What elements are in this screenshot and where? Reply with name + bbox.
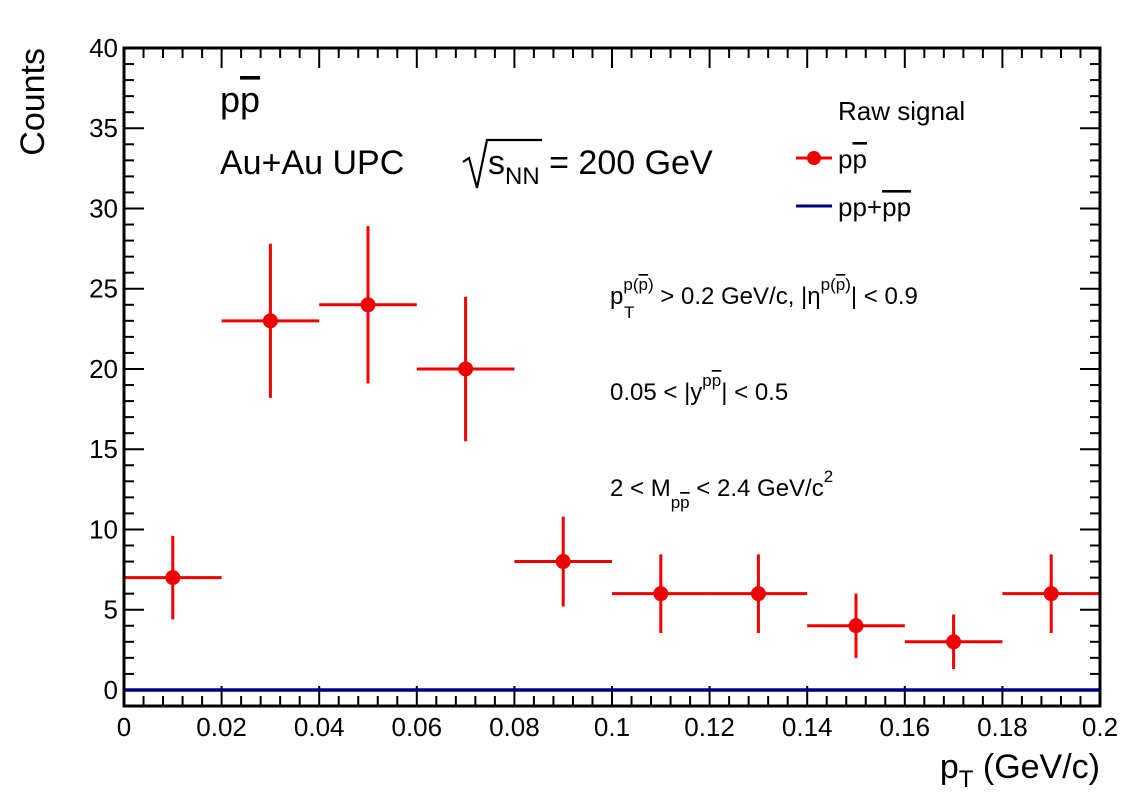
cut-mass: 2 < Mpp < 2.4 GeV/c2 — [610, 467, 833, 512]
plot-frame — [122, 46, 1102, 708]
cut-rapidity: 0.05 < |ypp| < 0.5 — [610, 371, 788, 406]
legend-label-ppbar: pp+pp — [838, 192, 911, 222]
x-tick-label: 0.08 — [489, 712, 540, 742]
y-tick-label: 15 — [89, 434, 118, 464]
data-point — [807, 593, 905, 658]
x-tick-label: 0.14 — [782, 712, 833, 742]
data-point — [709, 554, 808, 633]
cut-pt-eta: pp(p) > 0.2 GeV/c, |ηp(p)| < 0.9 — [610, 275, 918, 310]
tick-labels: 0 0.02 0.04 0.06 0.08 0.1 0.12 0.14 0.16 0.18 0.2 0… — [89, 33, 1118, 742]
svg-text:Au+Au UPC: Au+Au UPC — [220, 144, 404, 182]
x-tick-label: 0.2 — [1082, 712, 1118, 742]
x-tick-label: 0.06 — [391, 712, 442, 742]
y-tick-label: 30 — [89, 193, 118, 223]
data-point — [416, 296, 515, 442]
legend-title: Raw signal — [838, 96, 965, 126]
system-label: Au+Au UPC sNN = 200 GeV — [220, 138, 713, 190]
x-tick-label: 0.12 — [684, 712, 735, 742]
y-tick-label: 5 — [104, 595, 118, 625]
data-marker — [1043, 586, 1059, 602]
legend-label-pp: pp — [838, 144, 867, 174]
data-marks — [124, 226, 1100, 692]
data-point — [514, 516, 612, 607]
legend: Raw signal pp pp+pp — [796, 96, 965, 222]
data-marker — [555, 554, 571, 570]
data-marker — [848, 618, 864, 634]
y-tick-label: 25 — [89, 274, 118, 304]
data-point — [124, 535, 222, 620]
x-tick-label: 0.1 — [594, 712, 630, 742]
data-marker — [946, 634, 962, 650]
data-marker — [165, 570, 181, 586]
y-tick-label: 40 — [89, 33, 118, 63]
y-axis-label: Counts — [14, 48, 52, 156]
x-tick-label: 0.02 — [196, 712, 247, 742]
data-point — [612, 554, 710, 633]
svg-text:sNN = 200 GeV: sNN = 200 GeV — [488, 144, 713, 190]
legend-marker-pp — [807, 151, 821, 165]
x-tick-label: 0.16 — [879, 712, 930, 742]
data-marker — [653, 586, 669, 602]
particle-label: pp — [220, 79, 260, 120]
x-tick-label: 0 — [117, 712, 131, 742]
y-tick-label: 20 — [89, 354, 118, 384]
cut-pt-sub: T — [624, 303, 634, 322]
y-tick-label: 35 — [89, 113, 118, 143]
data-marker — [262, 313, 278, 329]
data-point — [904, 614, 1003, 670]
x-axis-label: pT (GeV/c) — [940, 748, 1100, 793]
data-point — [1002, 554, 1100, 633]
data-point — [319, 226, 417, 384]
y-tick-label: 0 — [104, 675, 118, 705]
x-tick-label: 0.18 — [977, 712, 1028, 742]
data-marker — [458, 361, 474, 377]
data-marker — [750, 586, 766, 602]
data-point — [221, 243, 320, 398]
data-marker — [360, 297, 376, 313]
y-tick-label: 10 — [89, 514, 118, 544]
x-tick-label: 0.04 — [294, 712, 345, 742]
